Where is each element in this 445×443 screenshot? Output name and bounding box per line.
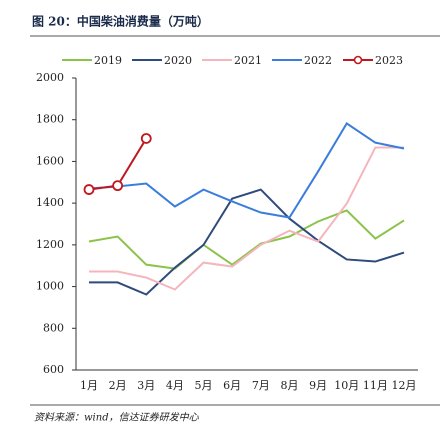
x-tick-label: 11月 xyxy=(363,379,388,392)
y-tick-label: 1800 xyxy=(36,113,64,126)
y-tick-label: 1600 xyxy=(36,154,64,167)
x-tick-label: 5月 xyxy=(195,379,213,392)
x-tick-label: 7月 xyxy=(252,379,270,392)
point xyxy=(140,133,152,144)
x-tick-label: 3月 xyxy=(137,379,155,392)
source: 资料来源：wind，信达证券研发中心 xyxy=(34,412,200,424)
x-tick-label: 10月 xyxy=(334,379,359,392)
chart-title: 图 20：中国柴油消费量（万吨） xyxy=(32,14,209,29)
series-line xyxy=(89,188,405,296)
point xyxy=(112,180,124,192)
legend-label: 2023 xyxy=(375,54,403,67)
x-tick-label: 8月 xyxy=(280,379,298,392)
y-tick-label: 600 xyxy=(43,363,64,376)
x-tick-label: 2月 xyxy=(109,379,127,392)
y-tick-label: 1400 xyxy=(36,196,64,209)
y-tick-label: 800 xyxy=(43,321,64,334)
legend-label: 2022 xyxy=(304,54,332,67)
legend-marker xyxy=(353,55,363,65)
legend-label: 2019 xyxy=(94,54,122,67)
y-tick-label: 1000 xyxy=(36,280,64,293)
x-tick-label: 6月 xyxy=(223,379,241,392)
legend-label: 2021 xyxy=(234,54,262,67)
x-tick-label: 12月 xyxy=(392,379,417,392)
x-tick-label: 4月 xyxy=(166,379,184,392)
series-line xyxy=(88,122,405,219)
y-tick-label: 1200 xyxy=(36,238,64,251)
x-tick-label: 1月 xyxy=(80,379,98,392)
series-line xyxy=(89,146,404,291)
series-line xyxy=(88,209,405,270)
y-tick-label: 2000 xyxy=(36,71,64,84)
point xyxy=(83,184,95,195)
x-tick-label: 9月 xyxy=(309,379,327,392)
legend-label: 2020 xyxy=(164,54,192,67)
